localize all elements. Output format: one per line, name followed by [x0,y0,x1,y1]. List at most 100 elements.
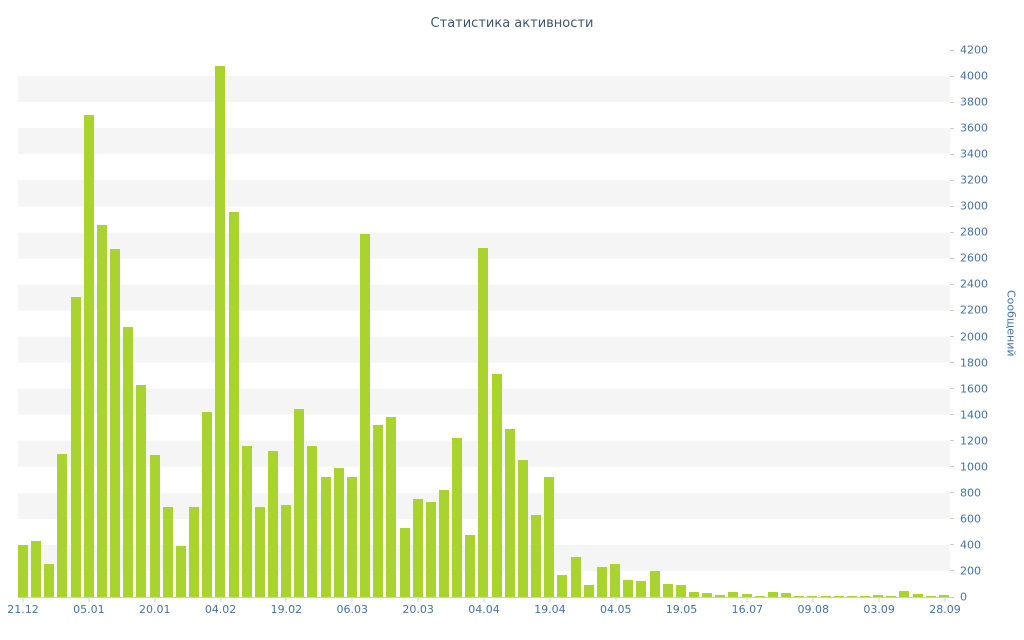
bar[interactable] [149,455,160,597]
bar[interactable] [439,490,449,597]
bar[interactable] [807,595,818,597]
bar[interactable] [465,534,476,597]
y-tick-mark [950,492,954,494]
bar[interactable] [110,249,121,597]
bar[interactable] [491,374,502,597]
bar[interactable] [846,595,857,597]
bar[interactable] [254,507,265,597]
bar[interactable] [688,591,699,597]
bar[interactable] [215,65,226,597]
bar[interactable] [175,546,186,597]
bar[interactable] [412,499,423,597]
y-tick-label: 200 [960,564,981,578]
bar[interactable] [517,460,528,597]
bar[interactable] [162,507,173,597]
bar[interactable] [44,564,55,597]
y-tick-label: 2200 [960,303,988,317]
bar[interactable] [925,595,936,597]
bar[interactable] [425,501,436,597]
bar[interactable] [360,233,371,597]
y-tick-mark [950,75,954,77]
bar[interactable] [833,595,844,597]
bar[interactable] [886,595,897,597]
bar[interactable] [636,581,647,597]
bar[interactable] [96,224,107,597]
x-tick-label: 28.09 [929,603,961,616]
x-tick-mark [220,598,222,602]
bar[interactable] [583,585,594,597]
y-tick-label: 1000 [960,460,988,474]
bar[interactable] [202,412,213,597]
bar[interactable] [912,594,923,597]
bar[interactable] [675,585,686,597]
bar[interactable] [399,527,410,597]
y-tick-label: 400 [960,538,981,552]
bar[interactable] [741,593,752,597]
y-tick-label: 1800 [960,356,988,370]
bar[interactable] [136,384,147,597]
bar[interactable] [662,583,673,597]
bar[interactable] [83,115,94,597]
bar[interactable] [346,477,357,597]
x-tick-mark [285,598,287,602]
bar[interactable] [241,445,252,597]
bar[interactable] [570,556,581,597]
x-tick-label: 16.07 [731,603,764,616]
bar[interactable] [18,544,28,597]
bar[interactable] [557,574,568,597]
bar[interactable] [333,468,344,597]
bar[interactable] [702,593,713,597]
plot-area [18,50,950,598]
x-tick-label: 21.12 [7,603,39,616]
y-tick-mark [950,518,954,520]
bar[interactable] [820,595,831,597]
bar[interactable] [373,425,384,597]
bar[interactable] [649,570,660,597]
x-tick-label: 06.03 [336,603,369,616]
bar[interactable] [281,504,292,597]
bar[interactable] [899,590,910,597]
bar[interactable] [320,477,331,597]
bar[interactable] [767,592,778,597]
bar[interactable] [267,451,278,597]
bar[interactable] [544,477,555,597]
bar[interactable] [873,595,884,597]
bar[interactable] [728,591,739,597]
y-tick-mark [950,153,954,155]
bar[interactable] [794,595,805,597]
bar[interactable] [386,417,397,597]
y-tick-label: 4200 [960,43,988,57]
y-tick-label: 1200 [960,434,988,448]
bar[interactable] [596,567,607,597]
bar[interactable] [860,595,870,597]
y-axis-title: Сообщений [1002,50,1020,597]
x-tick-label: 03.09 [863,603,895,616]
bar[interactable] [715,595,726,597]
bar[interactable] [31,541,42,597]
y-tick-mark [950,231,954,233]
bar[interactable] [228,211,239,597]
y-tick-label: 3200 [960,173,988,187]
y-tick-mark [950,179,954,181]
bar[interactable] [531,514,542,597]
bar[interactable] [781,593,792,597]
bar[interactable] [70,297,81,597]
bar[interactable] [610,564,621,597]
x-tick-mark [944,598,946,602]
bar[interactable] [57,453,68,597]
y-tick-label: 4000 [960,69,988,83]
bar[interactable] [452,438,463,597]
bar[interactable] [123,327,134,597]
bar[interactable] [623,580,634,597]
y-tick-mark [950,101,954,103]
bar[interactable] [754,595,765,597]
bar[interactable] [189,507,200,597]
x-tick-mark [681,598,683,602]
y-tick-label: 2000 [960,330,988,344]
x-tick-mark [22,598,24,602]
bar[interactable] [307,445,318,597]
bar[interactable] [294,409,305,597]
bar[interactable] [938,595,949,597]
bar[interactable] [478,247,489,597]
bar[interactable] [504,429,515,597]
